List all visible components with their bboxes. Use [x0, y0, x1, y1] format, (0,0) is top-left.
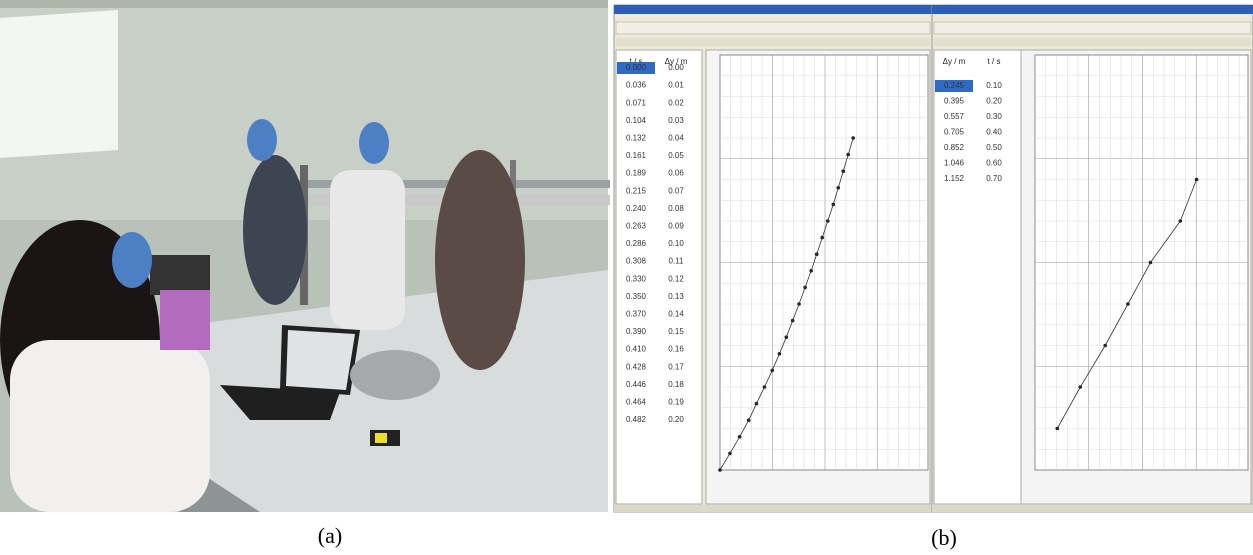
table-cell: 0.071 — [626, 98, 647, 107]
table-cell: 0.446 — [626, 380, 647, 389]
table-cell: 0.240 — [626, 204, 647, 213]
app-window: Δy / m t / s 0.245 0.10 0.395 0.20 0.557 0.30 0.… — [932, 5, 1253, 512]
table-cell: 0.11 — [669, 257, 685, 266]
table-cell: 0.428 — [626, 362, 647, 371]
table-cell: 0.308 — [626, 257, 647, 266]
table-cell: 0.245 — [944, 81, 965, 90]
column-header: t / s — [988, 57, 1001, 66]
table-cell: 0.17 — [668, 362, 684, 371]
table-cell: 0.13 — [668, 292, 684, 301]
table-cell: 0.390 — [626, 327, 647, 336]
table-cell: 0.263 — [626, 222, 647, 231]
table-cell: 0.02 — [668, 98, 684, 107]
table-cell: 1.152 — [944, 174, 965, 183]
tabs — [934, 38, 1251, 46]
table-cell: 0.18 — [668, 380, 684, 389]
table-cell: 0.05 — [668, 151, 684, 160]
table-cell: 0.70 — [986, 174, 1002, 183]
table-cell: 0.14 — [668, 310, 684, 319]
table-cell: 0.215 — [626, 186, 647, 195]
table-cell: 0.60 — [986, 159, 1002, 168]
table-cell: 0.000 — [626, 63, 647, 72]
table-cell: 0.464 — [626, 398, 647, 407]
table-cell: 0.410 — [626, 345, 647, 354]
page: {"captions": {"a": "(a)", "b": "(b)"}, "… — [0, 0, 1253, 555]
title-bar — [614, 5, 932, 14]
table-cell: 0.395 — [944, 97, 965, 106]
table-cell: 0.00 — [668, 63, 684, 72]
table-cell: 0.20 — [986, 97, 1002, 106]
photo — [0, 0, 610, 512]
figure: (a) (b) t / s Δy / m 0.000 0.00 0.036 0.01 0.0… — [0, 0, 1253, 555]
table-cell: 0.06 — [668, 169, 684, 178]
status-bar — [932, 505, 1253, 512]
title-bar — [932, 5, 1253, 14]
table-cell: 0.852 — [944, 143, 965, 152]
tabs — [616, 38, 930, 46]
table-cell: 0.40 — [986, 128, 1002, 137]
status-bar — [614, 505, 932, 512]
table-cell: 0.10 — [668, 239, 684, 248]
column-header: Δy / m — [943, 57, 966, 66]
table-cell: 0.330 — [626, 274, 647, 283]
table-cell: 0.30 — [986, 112, 1002, 121]
table-cell: 0.12 — [668, 274, 684, 283]
table-cell: 0.07 — [668, 186, 684, 195]
table-cell: 0.15 — [668, 327, 684, 336]
table-cell: 1.046 — [944, 159, 965, 168]
table-cell: 0.19 — [668, 398, 684, 407]
table-cell: 0.132 — [626, 134, 647, 143]
table-cell: 0.104 — [626, 116, 647, 125]
table-cell: 0.04 — [668, 134, 684, 143]
table-cell: 0.036 — [626, 81, 647, 90]
table-cell: 0.482 — [626, 415, 647, 424]
toolbar — [616, 22, 930, 34]
table-cell: 0.705 — [944, 128, 965, 137]
table-cell: 0.350 — [626, 292, 647, 301]
table-cell: 0.557 — [944, 112, 965, 121]
table-cell: 0.286 — [626, 239, 647, 248]
table-cell: 0.01 — [668, 81, 684, 90]
toolbar — [934, 22, 1251, 34]
table-cell: 0.370 — [626, 310, 647, 319]
table-cell: 0.20 — [668, 415, 684, 424]
table-cell: 0.08 — [668, 204, 684, 213]
table-cell: 0.161 — [626, 151, 647, 160]
table-cell: 0.10 — [986, 81, 1002, 90]
caption-a: (a) — [318, 523, 342, 548]
table-cell: 0.16 — [668, 345, 684, 354]
caption-b: (b) — [931, 525, 957, 550]
table-cell: 0.50 — [986, 143, 1002, 152]
table-cell: 0.09 — [668, 222, 684, 231]
table-cell: 0.03 — [668, 116, 684, 125]
table-cell: 0.189 — [626, 169, 647, 178]
